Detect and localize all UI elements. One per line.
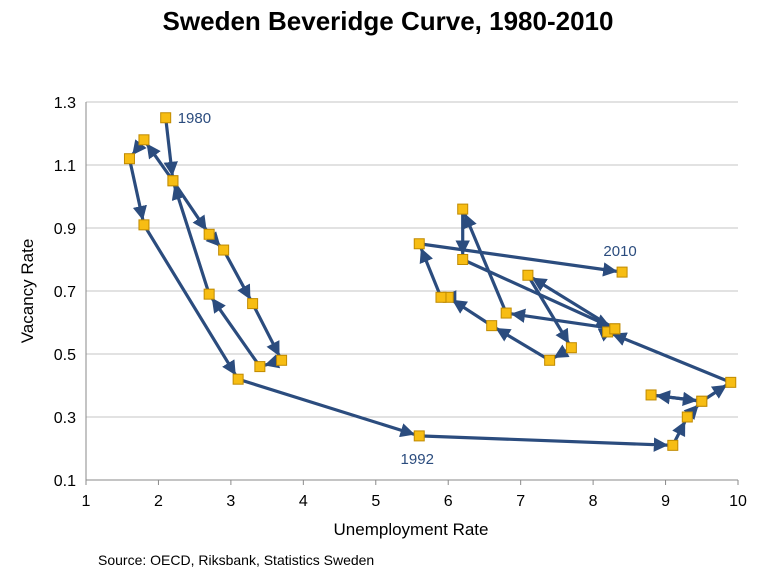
- path-segment: [171, 179, 208, 231]
- data-point: [138, 219, 150, 231]
- source-note: Source: OECD, Riksbank, Statistics Swede…: [98, 552, 375, 568]
- data-point: [500, 307, 512, 319]
- data-point: [544, 354, 556, 366]
- data-point: [203, 288, 215, 300]
- x-tick-label: 10: [729, 493, 747, 510]
- data-point: [160, 112, 172, 124]
- x-tick-label: 7: [516, 493, 525, 510]
- data-point: [232, 373, 244, 385]
- path-segment: [495, 327, 552, 362]
- path-segment: [531, 276, 617, 331]
- path-segment: [163, 116, 178, 177]
- data-point: [486, 320, 498, 332]
- path-segment: [461, 257, 611, 328]
- data-point: [457, 203, 469, 215]
- y-tick-label: 0.1: [54, 473, 76, 490]
- path-segment: [210, 297, 262, 369]
- path-segment: [611, 332, 733, 384]
- x-tick-label: 3: [226, 493, 235, 510]
- axes: 0.1 0.3 0.5 0.7 0.9 1.1 1.3 1 2 3 4 5 6 7 8 9 10: [54, 95, 747, 510]
- x-tick-label: 1: [82, 493, 91, 510]
- data-points: [123, 112, 737, 451]
- data-point: [138, 134, 150, 146]
- path-segment: [526, 273, 570, 345]
- data-point: [522, 269, 534, 281]
- path-segment: [222, 248, 252, 300]
- data-point: [681, 411, 693, 423]
- data-point: [276, 354, 288, 366]
- data-point: [203, 228, 215, 240]
- data-point: [565, 342, 577, 354]
- x-tick-label: 5: [371, 493, 380, 510]
- data-point: [616, 266, 628, 278]
- data-point: [247, 298, 259, 310]
- x-tick-label: 9: [661, 493, 670, 510]
- year-labels: 1980 1992 2010: [178, 110, 637, 468]
- path-segment: [417, 242, 618, 277]
- path-segment: [419, 247, 443, 299]
- y-tick-label: 0.7: [54, 284, 76, 301]
- y-tick-label: 0.5: [54, 347, 76, 364]
- data-point: [667, 439, 679, 451]
- chart-title: Sweden Beveridge Curve, 1980-2010: [162, 6, 614, 36]
- x-axis-title: Unemployment Rate: [334, 520, 489, 539]
- data-point: [413, 238, 425, 250]
- data-point: [457, 254, 469, 265]
- path-segment: [451, 298, 494, 328]
- x-tick-label: 8: [589, 493, 598, 510]
- y-axis-title: Vacancy Rate: [18, 239, 37, 344]
- y-tick-label: 1.3: [54, 95, 76, 112]
- year-label-1980: 1980: [178, 110, 211, 127]
- year-label-2010: 2010: [603, 243, 636, 260]
- data-point: [413, 430, 425, 442]
- path-segment: [417, 434, 669, 452]
- data-point: [218, 244, 230, 256]
- x-tick-label: 2: [154, 493, 163, 510]
- data-point: [167, 175, 179, 187]
- y-tick-label: 1.1: [54, 158, 76, 175]
- data-point: [645, 389, 657, 401]
- data-point: [123, 153, 135, 165]
- path-segment: [127, 157, 147, 221]
- series-path: [127, 116, 733, 452]
- path-segment: [145, 143, 175, 183]
- y-tick-label: 0.9: [54, 221, 76, 238]
- data-point: [435, 291, 447, 303]
- path-segment: [142, 223, 237, 376]
- path-segment: [649, 391, 698, 407]
- path-segment: [171, 184, 211, 296]
- gridlines: [86, 101, 738, 418]
- year-label-1992: 1992: [401, 451, 434, 468]
- data-point: [725, 376, 737, 388]
- path-segment: [236, 377, 416, 438]
- data-point: [696, 395, 708, 407]
- path-segment: [463, 213, 508, 315]
- x-tick-label: 4: [299, 493, 308, 510]
- y-tick-label: 0.3: [54, 410, 76, 427]
- data-point: [609, 323, 621, 335]
- data-point: [254, 361, 266, 373]
- x-tick-label: 6: [444, 493, 453, 510]
- path-segment: [251, 302, 281, 357]
